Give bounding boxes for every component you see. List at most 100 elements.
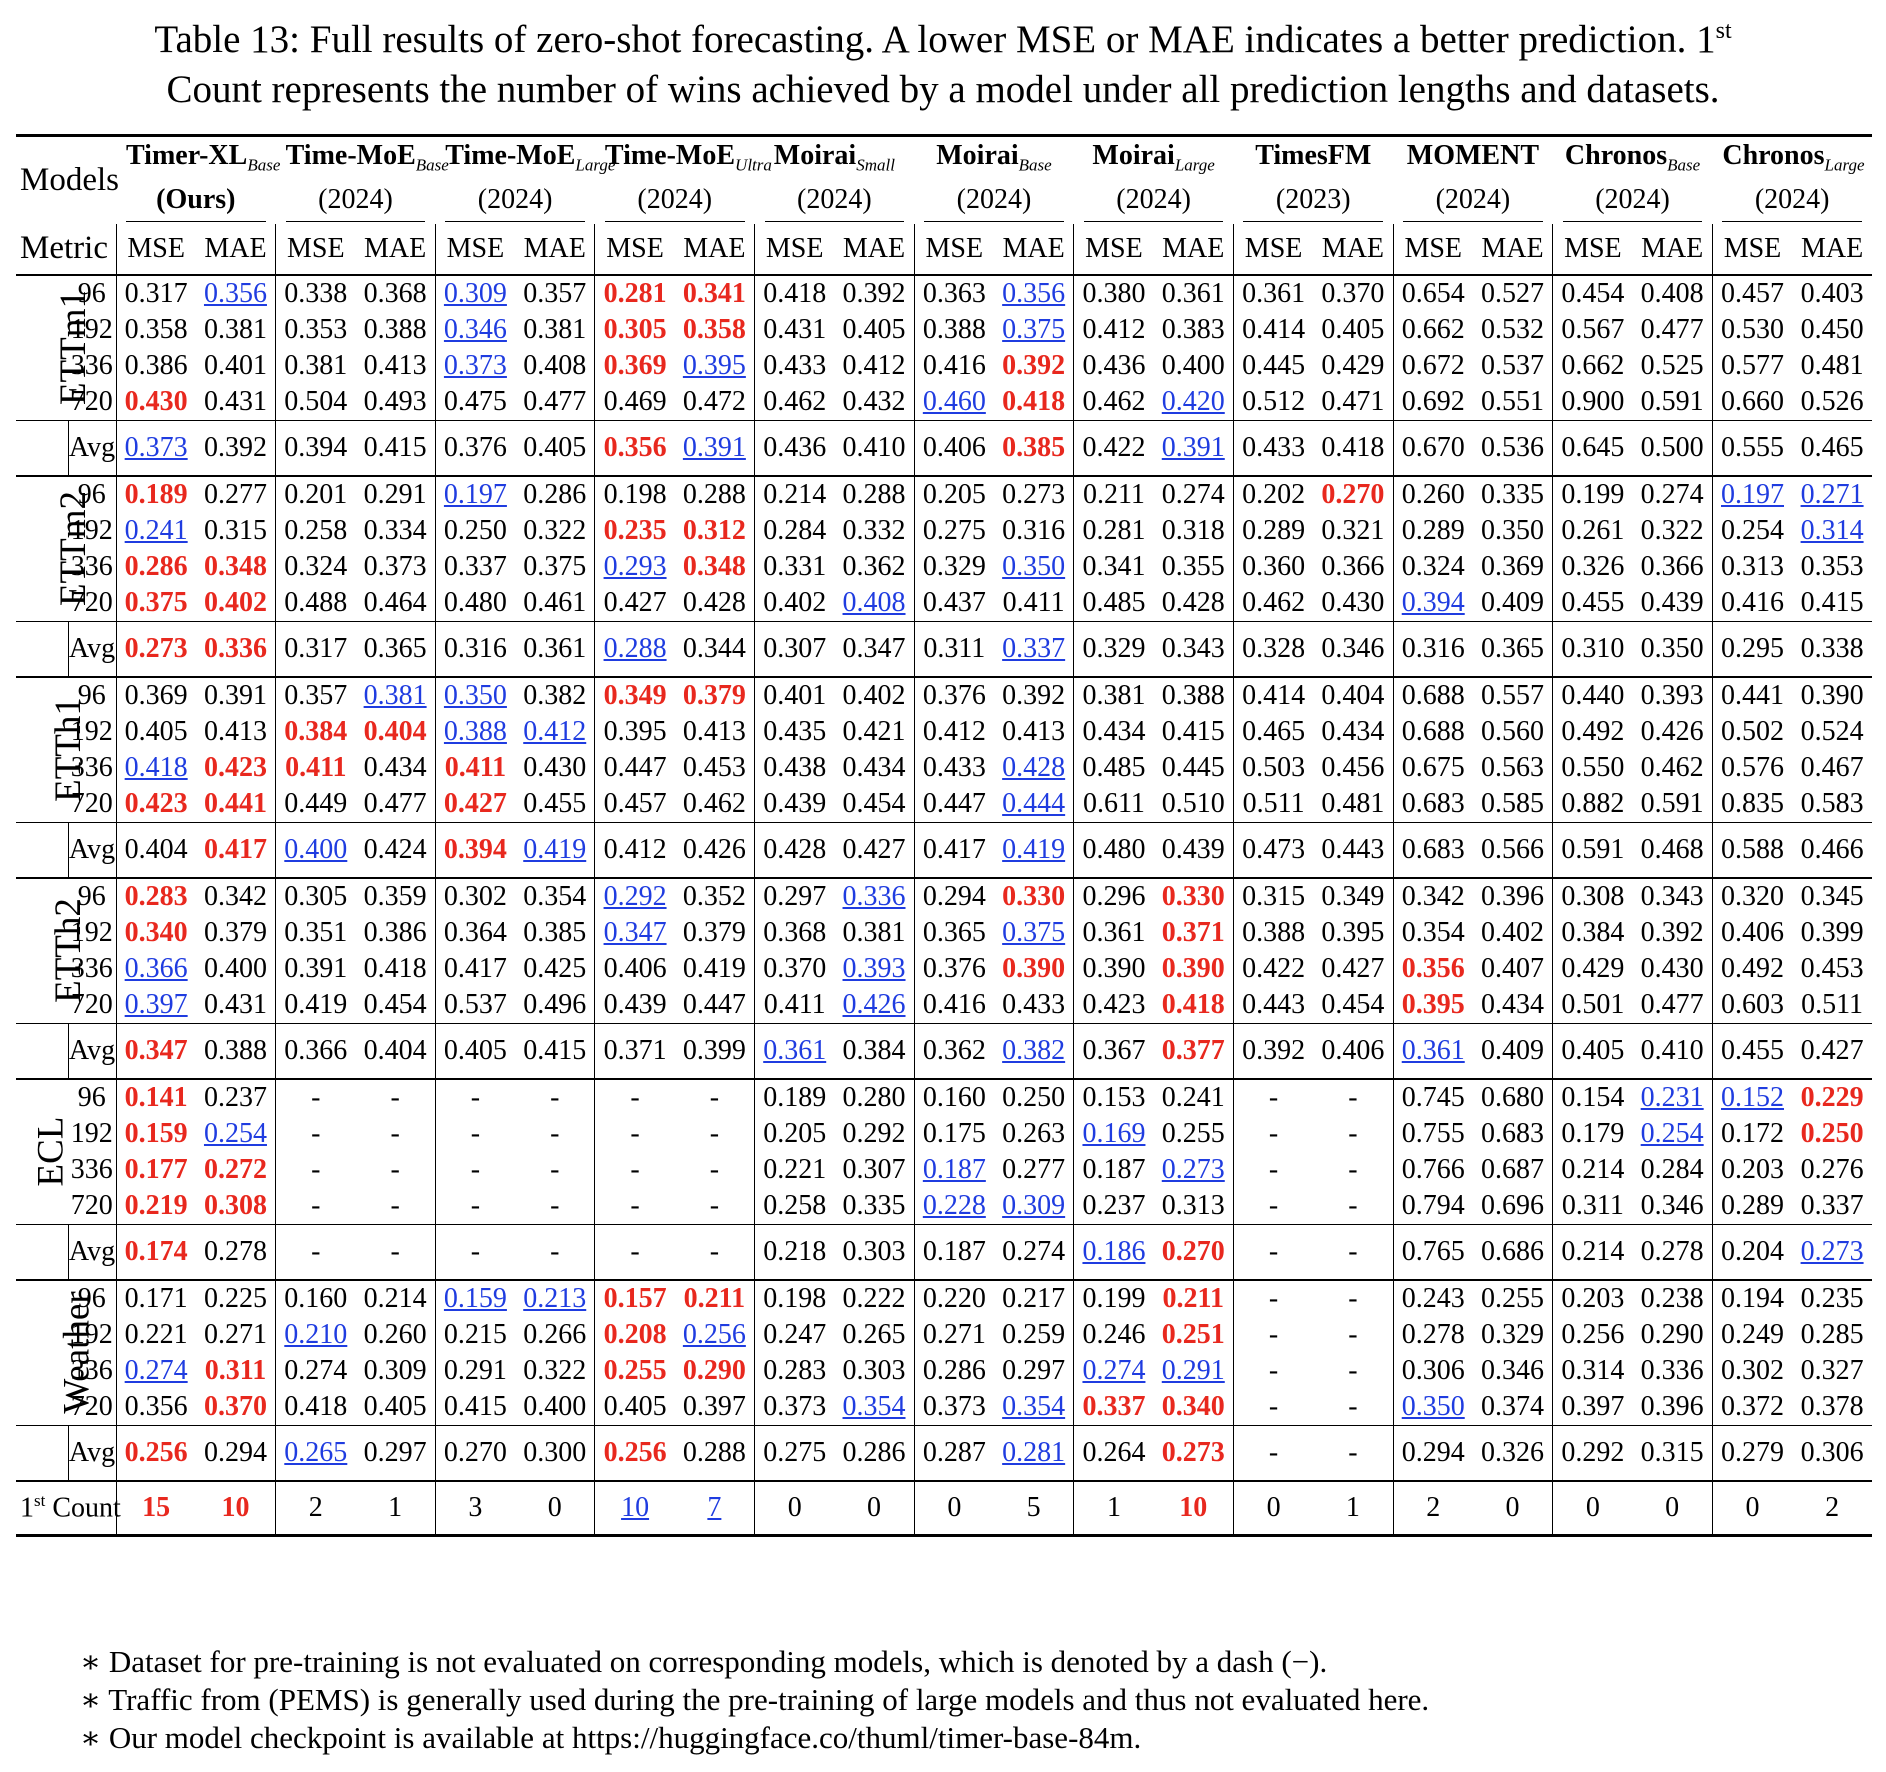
model-header: Time-MoEBase (2024) (276, 136, 449, 224)
table-cell: 0.343 (1161, 632, 1225, 664)
table-cell: 0.373 (363, 550, 427, 582)
table-cell: 0.384 (284, 715, 348, 747)
table-cell: 0.405 (523, 431, 587, 463)
table-cell: 0.211 (683, 1282, 746, 1314)
table-cell: 0.286 (922, 1354, 986, 1386)
table-cell: 0.189 (763, 1081, 827, 1113)
table-cell: 0.480 (443, 586, 507, 618)
table-cell: 0.388 (922, 313, 986, 345)
table-row: Weather 96 0.171 0.225 0.160 0.214 0.159 0.213 0… (16, 1279, 1872, 1414)
pred-length: 336 (70, 751, 113, 783)
table-cell: 0.199 (1561, 478, 1625, 510)
model-year: (2024) (318, 183, 393, 215)
table-cell: 0.321 (1321, 514, 1385, 546)
table-cell: 0.305 (284, 880, 348, 912)
table-cell: 0.835 (1721, 787, 1784, 819)
table-cell: 0.386 (124, 349, 188, 381)
table-cell: 0.475 (443, 385, 507, 417)
table-cell: - (390, 1081, 400, 1113)
table-cell: 0.401 (763, 679, 827, 711)
model-subscript: Base (1667, 155, 1701, 175)
table-cell: 0.409 (1481, 1034, 1545, 1066)
model-year: (2023) (1275, 183, 1351, 215)
table-cell: 0.381 (363, 679, 427, 711)
model-subscript: Large (575, 155, 616, 175)
table-cell: 0.485 (1082, 751, 1146, 783)
table-cell: 0.366 (1640, 550, 1704, 582)
table-cell: 0.345 (1800, 880, 1864, 912)
table-cell: 0.406 (922, 431, 986, 463)
table-cell: 0.225 (203, 1282, 267, 1314)
table-cell: - (550, 1153, 560, 1185)
table-cell: 0.900 (1561, 385, 1625, 417)
table-cell: 0.381 (284, 349, 348, 381)
table-cell: 0.400 (1161, 349, 1225, 381)
table-cell: - (1348, 1153, 1358, 1185)
table-cell: 0.274 (124, 1354, 188, 1386)
model-header: MOMENT (2024) (1393, 136, 1553, 224)
model-name: Moirai (1092, 139, 1175, 171)
table-cell: 0.272 (203, 1153, 267, 1185)
table-cell: 0.205 (763, 1117, 827, 1149)
table-cell: 0.270 (443, 1436, 507, 1468)
table-cell: 0.320 (1721, 880, 1784, 912)
table-cell: 0.363 (922, 277, 986, 309)
table-cell: 0.882 (1561, 787, 1625, 819)
table-cell: 0.246 (1082, 1318, 1146, 1350)
table-cell: 0.415 (1800, 586, 1864, 618)
table-cell: 0.221 (124, 1318, 188, 1350)
table-cell: 0.566 (1481, 833, 1545, 865)
table-cell: 0.352 (682, 880, 746, 912)
table-cell: 0.416 (1721, 586, 1784, 618)
table-cell: 0.255 (1481, 1282, 1545, 1314)
model-year: (2024) (1116, 183, 1191, 215)
pred-length: 720 (70, 988, 113, 1020)
table-cell: 0.211 (1162, 1282, 1224, 1314)
table-cell: 0.211 (1082, 478, 1145, 510)
table-row: 192 0.405 0.413 0.384 0.404 0.388 0.412 0.395 0.… (16, 713, 1872, 750)
table-cell: 0.408 (523, 349, 587, 381)
table-cell: 0.397 (682, 1390, 746, 1422)
table-cell: 0.411 (444, 751, 507, 783)
model-subscript: Large (1174, 155, 1215, 175)
table-cell: 0.247 (763, 1318, 827, 1350)
model-header: TimesFM (2023) (1233, 136, 1393, 224)
table-cell: 0.317 (284, 632, 348, 664)
table-cell: 0.350 (1640, 632, 1704, 664)
table-cell: - (1348, 1436, 1358, 1468)
table-cell: 0.412 (842, 349, 906, 381)
table-cell: 0.414 (1242, 679, 1306, 711)
table-cell: 0.688 (1401, 679, 1465, 711)
models-label: Models (20, 161, 119, 198)
table-cell: - (630, 1081, 640, 1113)
pred-length: 192 (70, 313, 113, 345)
table-cell: 0.283 (763, 1354, 827, 1386)
table-cell: 0.434 (1082, 715, 1146, 747)
table-cell: 0.208 (603, 1318, 667, 1350)
table-cell: 0.278 (1401, 1318, 1465, 1350)
table-cell: 0.502 (1721, 715, 1784, 747)
table-cell: 0.419 (284, 988, 348, 1020)
table-cell: 0.388 (1161, 679, 1225, 711)
table-cell: 0.368 (763, 916, 827, 948)
table-cell: 0.255 (1161, 1117, 1225, 1149)
avg-label: Avg (67, 822, 116, 878)
table-cell: 0.256 (124, 1436, 188, 1468)
table-cell: 0.186 (1082, 1235, 1146, 1267)
count-cell: 0 (1585, 1491, 1600, 1523)
table-cell: 0.454 (1321, 988, 1385, 1020)
table-cell: 0.755 (1401, 1117, 1465, 1149)
table-cell: 0.485 (1082, 586, 1146, 618)
table-cell: 0.392 (1002, 349, 1066, 381)
table-cell: - (1268, 1282, 1279, 1314)
table-cell: 0.292 (842, 1117, 906, 1149)
table-cell: 0.265 (842, 1318, 906, 1350)
table-cell: 0.294 (203, 1436, 267, 1468)
table-cell: 0.302 (443, 880, 507, 912)
table-cell: - (630, 1189, 640, 1221)
table-cell: 0.405 (603, 1390, 667, 1422)
table-cell: 0.390 (1800, 679, 1864, 711)
table-cell: 0.413 (1002, 715, 1066, 747)
table-cell: - (470, 1117, 481, 1149)
